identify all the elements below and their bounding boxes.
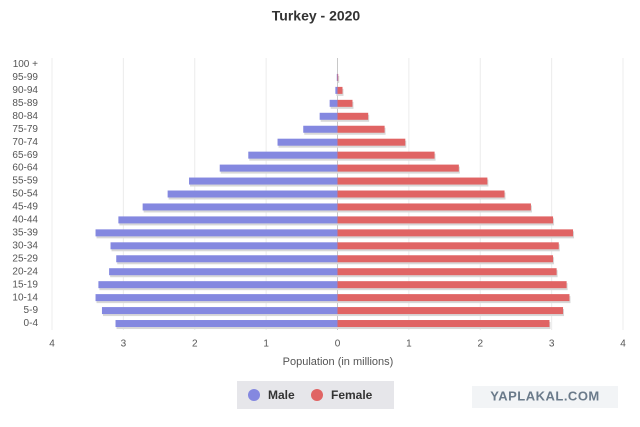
bar [337,320,550,328]
bar [303,125,338,133]
x-tick-label: 2 [192,339,198,350]
bar-shadow [338,75,340,83]
bar [335,86,338,94]
bar [118,216,338,224]
y-tick-label: 100 + [13,59,38,70]
x-tick-label: 3 [549,339,555,350]
y-tick-label: 20-24 [12,266,38,277]
y-tick-label: 0-4 [24,318,39,329]
bar [337,281,567,289]
bar [329,99,338,107]
y-tick-label: 5-9 [24,305,39,316]
y-tick-label: 65-69 [12,150,38,161]
bar [337,151,435,159]
bar [337,307,564,315]
y-tick-label: 85-89 [12,98,38,109]
bar [337,164,459,172]
bar [248,151,338,159]
x-tick-label: 1 [406,339,412,350]
bar [142,203,338,211]
bar [109,268,338,276]
y-tick-label: 50-54 [12,189,38,200]
x-tick-label: 1 [263,339,269,350]
bar [167,190,338,198]
legend-marker[interactable] [311,389,323,401]
bar [337,138,406,146]
y-tick-label: 80-84 [12,111,38,122]
legend-label[interactable]: Male [268,388,295,402]
x-tick-label: 0 [335,339,341,350]
bar [337,268,557,276]
watermark-box [472,386,618,408]
y-tick-label: 35-39 [12,227,38,238]
y-tick-label: 55-59 [12,176,38,187]
bar [189,177,338,185]
bar [337,255,554,263]
legend-label[interactable]: Female [331,388,373,402]
bar [319,112,338,120]
bar [337,86,343,94]
bar [337,242,559,250]
y-tick-label: 15-19 [12,279,38,290]
bar [337,112,369,120]
bar [277,138,338,146]
bar [337,177,488,185]
x-tick-label: 4 [49,339,55,350]
bar [116,255,338,263]
y-tick-label: 70-74 [12,137,38,148]
bar [101,307,338,315]
y-tick-label: 75-79 [12,124,38,135]
bar [95,229,338,237]
bar [337,216,554,224]
bar [337,229,574,237]
bar [219,164,338,172]
chart-title: Turkey - 2020 [272,8,361,24]
x-tick-label: 3 [121,339,127,350]
y-tick-label: 95-99 [12,72,38,83]
bar [337,190,505,198]
y-tick-label: 10-14 [12,292,38,303]
x-axis-label: Population (in millions) [283,356,394,368]
x-tick-label: 4 [620,339,626,350]
watermark: YAPLAKAL.COM [490,388,600,403]
bar [98,281,338,289]
bar [337,294,570,302]
x-tick-label: 2 [477,339,483,350]
bar [115,320,338,328]
y-tick-label: 45-49 [12,202,38,213]
bar [337,203,531,211]
legend-marker[interactable] [248,389,260,401]
bar [337,125,385,133]
y-tick-label: 30-34 [12,240,38,251]
y-tick-label: 25-29 [12,253,38,264]
bar [95,294,338,302]
bar [110,242,338,250]
bar [337,73,339,81]
y-tick-label: 40-44 [12,215,38,226]
bar [337,99,353,107]
bar [336,73,338,81]
y-tick-label: 60-64 [12,163,38,174]
y-tick-label: 90-94 [12,85,38,96]
